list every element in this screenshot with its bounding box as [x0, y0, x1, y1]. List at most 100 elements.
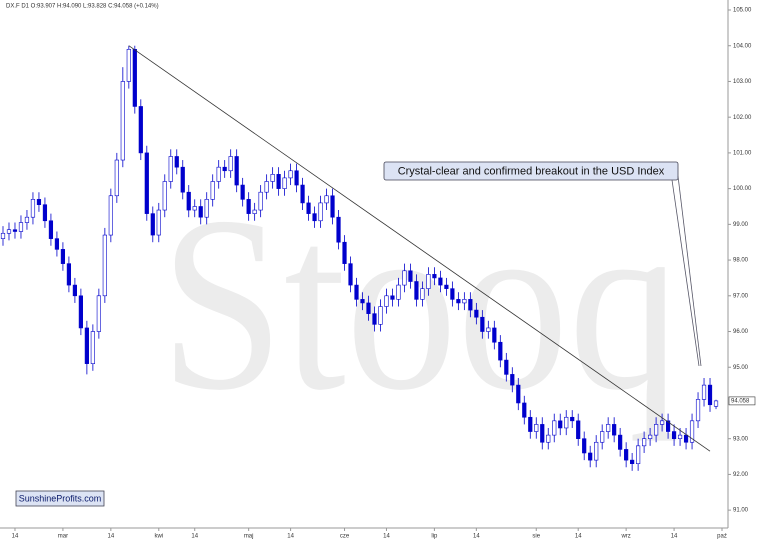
y-tick-label: 104.00 — [733, 43, 752, 49]
candle-body — [510, 374, 515, 386]
candle-body — [222, 166, 227, 172]
candle-body — [150, 213, 155, 236]
x-tick-label: 14 — [191, 534, 198, 540]
y-tick-label: 97.00 — [733, 293, 749, 299]
y-tick-label: 96.00 — [733, 329, 749, 335]
candle-body — [138, 106, 143, 154]
header: DX.F D1 O:93.907 H:94.090 L:93.828 C:94.… — [6, 4, 159, 10]
candle-body — [144, 152, 149, 214]
candle-body — [132, 48, 137, 107]
candle-body — [588, 452, 593, 461]
candle-body — [402, 270, 407, 286]
candle-body — [414, 281, 419, 300]
x-tick-label: 14 — [108, 534, 115, 540]
y-tick-label: 101.00 — [733, 150, 752, 156]
candle-body — [6, 229, 12, 234]
x-tick-label: 14 — [671, 534, 678, 540]
candle-body — [474, 309, 479, 318]
candle-body — [689, 420, 695, 443]
candle-body — [396, 284, 401, 300]
candle-body — [102, 234, 107, 297]
candle-body — [306, 202, 311, 214]
candle-body — [594, 441, 599, 461]
plot — [0, 45, 719, 471]
candle-body — [701, 384, 707, 400]
candle-body — [258, 191, 263, 211]
candle-body — [252, 209, 257, 214]
x-tick-label: 14 — [575, 534, 582, 540]
candle-body — [659, 420, 665, 425]
candle-body — [282, 177, 287, 189]
x-tick-label: mar — [58, 534, 68, 540]
candle-body — [432, 274, 437, 279]
candle-body — [390, 295, 395, 300]
candle-body — [438, 277, 443, 286]
x-tick-label: 14 — [383, 534, 390, 540]
candle-body — [528, 416, 533, 432]
y-tick-label: 98.00 — [733, 258, 749, 264]
candle-body — [426, 274, 431, 289]
y-tick-label: 105.00 — [733, 8, 752, 14]
annotation-arrow — [671, 179, 700, 367]
candle-body — [468, 299, 473, 311]
candle-body — [444, 284, 449, 289]
candle-body — [612, 424, 617, 436]
x-tick-label: cze — [340, 534, 350, 540]
candle-body — [24, 216, 30, 223]
candle-body — [630, 459, 635, 464]
candle-body — [534, 424, 539, 432]
candle-body — [336, 216, 341, 243]
candle-body — [312, 213, 317, 222]
candle-body — [677, 434, 683, 439]
candle-body — [564, 416, 569, 429]
candle-body — [348, 263, 353, 286]
candle-body — [713, 400, 719, 407]
candle-body — [624, 449, 629, 461]
candle-body — [198, 206, 203, 218]
candle-body — [324, 195, 329, 204]
candle-body — [576, 420, 581, 439]
candle-body — [228, 156, 233, 172]
candle-body — [540, 424, 545, 443]
x-tick-label: wrz — [620, 534, 630, 540]
candle-body — [450, 288, 455, 300]
candle-body — [84, 327, 89, 364]
candle-body — [462, 299, 467, 304]
candle-body — [372, 313, 377, 325]
candle-body — [330, 195, 335, 218]
candle-body — [360, 299, 365, 304]
candle-body — [366, 302, 371, 314]
candle-body — [48, 220, 54, 239]
x-tick-label: kwi — [154, 534, 163, 540]
candle-body — [156, 209, 161, 236]
watermark: Stooq — [160, 165, 680, 442]
candle-body — [653, 424, 659, 436]
candle-body — [636, 445, 641, 464]
last-price-label: 94.058 — [731, 398, 750, 404]
candle-body — [342, 241, 347, 264]
candle-body — [420, 288, 425, 300]
candle-body — [276, 174, 281, 189]
y-tick-label: 92.00 — [733, 472, 749, 478]
candle-body — [707, 384, 713, 406]
candle-body — [480, 316, 485, 332]
x-tick-label: 14 — [287, 534, 294, 540]
x-tick-label: paź — [717, 534, 727, 540]
y-tick-label: 99.00 — [733, 222, 749, 228]
candle-body — [246, 199, 251, 214]
candle-body — [0, 232, 6, 239]
candle-body — [12, 229, 18, 232]
y-tick-label: 95.00 — [733, 365, 749, 371]
candle-body — [72, 284, 77, 297]
candle-body — [216, 166, 221, 182]
candle-body — [498, 341, 503, 361]
candle-body — [42, 204, 48, 222]
candle-body — [516, 384, 521, 404]
candle-body — [618, 434, 623, 450]
candle-body — [600, 431, 605, 443]
y-tick-label: 91.00 — [733, 508, 749, 514]
candle-body — [504, 359, 509, 375]
candle-body — [300, 184, 305, 204]
candle-body — [552, 420, 557, 436]
